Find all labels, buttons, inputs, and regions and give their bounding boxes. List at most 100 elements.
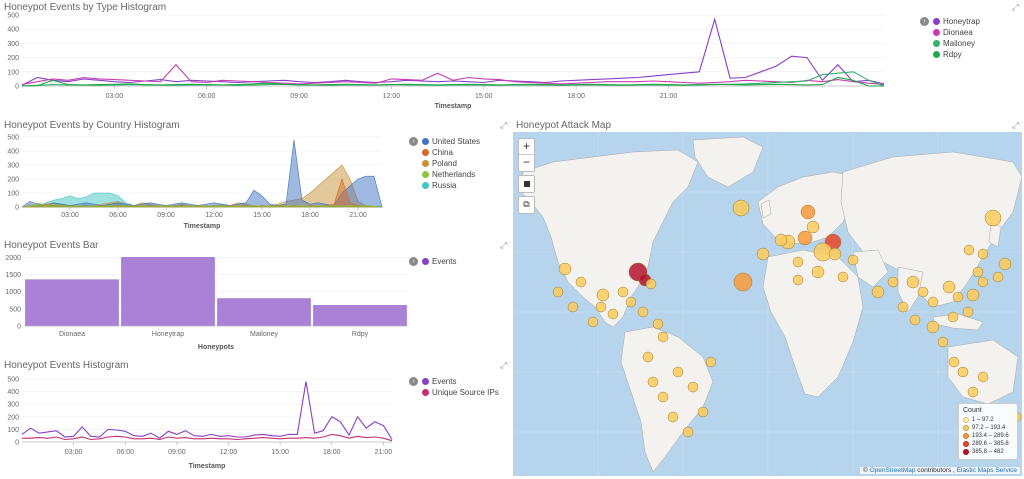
attack-marker[interactable]: [909, 314, 921, 326]
expand-icon[interactable]: ⤢: [500, 120, 508, 130]
attack-marker[interactable]: [625, 296, 637, 308]
attack-map[interactable]: + − ⧉ Count 1 – 97.2 97.2 – 193.4 193.4 – …: [513, 132, 1022, 476]
y-tick-label: 400: [7, 149, 19, 156]
attack-marker[interactable]: [828, 247, 842, 261]
square-icon[interactable]: [519, 176, 534, 192]
attack-marker[interactable]: [552, 286, 564, 298]
attack-marker[interactable]: [952, 291, 964, 303]
attack-marker[interactable]: [963, 244, 975, 256]
attack-marker[interactable]: [947, 311, 959, 323]
legend-toggle-icon[interactable]: ›: [920, 17, 929, 26]
attack-marker[interactable]: [937, 336, 949, 348]
zoom-in-button[interactable]: +: [519, 139, 534, 155]
attack-marker[interactable]: [667, 411, 679, 423]
attack-marker[interactable]: [687, 381, 699, 393]
attack-marker[interactable]: [948, 356, 960, 368]
attack-marker[interactable]: [647, 376, 659, 388]
attack-marker[interactable]: [926, 320, 940, 334]
attack-marker[interactable]: [897, 301, 909, 313]
attack-marker[interactable]: [927, 296, 939, 308]
attack-marker[interactable]: [733, 272, 753, 292]
legend-item[interactable]: Events: [422, 376, 499, 387]
legend-item[interactable]: Mailoney: [933, 38, 980, 49]
attack-marker[interactable]: [617, 286, 629, 298]
osm-link[interactable]: OpenStreetMap: [869, 467, 916, 474]
attack-marker[interactable]: [607, 308, 619, 320]
legend-item[interactable]: United States: [422, 136, 480, 147]
legend-toggle-icon[interactable]: ›: [409, 137, 418, 146]
crop-icon[interactable]: ⧉: [523, 199, 530, 209]
legend-item[interactable]: China: [422, 147, 480, 158]
legend-item[interactable]: Unique Source IPs: [422, 387, 499, 398]
legend-item[interactable]: Russia: [422, 180, 480, 191]
attack-marker[interactable]: [998, 257, 1012, 271]
legend-swatch: [933, 40, 940, 47]
expand-icon[interactable]: ⤢: [500, 360, 508, 370]
attack-marker[interactable]: [977, 276, 989, 288]
zoom-control[interactable]: + −: [518, 138, 535, 172]
attack-marker[interactable]: [962, 306, 974, 318]
legend-item[interactable]: Rdpy: [933, 49, 980, 60]
attack-marker[interactable]: [871, 285, 885, 299]
attack-marker[interactable]: [642, 351, 654, 363]
attack-marker[interactable]: [774, 233, 788, 247]
attack-marker[interactable]: [637, 306, 649, 318]
attack-marker[interactable]: [800, 204, 816, 220]
map-legend-swatch: [963, 417, 969, 423]
attack-marker[interactable]: [672, 366, 684, 378]
expand-icon[interactable]: ⤢: [500, 240, 508, 250]
legend-item[interactable]: Events: [422, 256, 456, 267]
attack-marker[interactable]: [705, 356, 717, 368]
attack-marker[interactable]: [682, 426, 694, 438]
attack-marker[interactable]: [756, 247, 770, 261]
attack-marker[interactable]: [652, 318, 664, 330]
attack-marker[interactable]: [957, 366, 969, 378]
attack-marker[interactable]: [657, 391, 669, 403]
attack-marker[interactable]: [837, 271, 849, 283]
attack-marker[interactable]: [811, 265, 825, 279]
attack-marker[interactable]: [942, 280, 956, 294]
attack-marker[interactable]: [587, 316, 599, 328]
legend-toggle-icon[interactable]: ›: [409, 377, 418, 386]
attack-marker[interactable]: [977, 248, 989, 260]
draw-rectangle-button[interactable]: [518, 175, 535, 193]
attack-marker[interactable]: [906, 275, 920, 289]
legend-item[interactable]: Poland: [422, 158, 480, 169]
attack-marker[interactable]: [847, 254, 859, 266]
expand-icon[interactable]: ⤢: [1012, 2, 1020, 12]
expand-icon[interactable]: ⤢: [1012, 120, 1020, 130]
ems-link[interactable]: Elastic Maps Service: [956, 467, 1017, 474]
zoom-out-button[interactable]: −: [522, 155, 530, 169]
legend-label: Events: [432, 257, 457, 266]
x-tick-label: 18:00: [301, 212, 319, 219]
attack-marker[interactable]: [792, 274, 804, 286]
attack-marker[interactable]: [645, 278, 657, 290]
legend-item[interactable]: Netherlands: [422, 169, 480, 180]
attack-marker[interactable]: [575, 276, 587, 288]
attack-map-markers[interactable]: [552, 199, 1022, 438]
attack-marker[interactable]: [984, 209, 1002, 227]
attack-marker[interactable]: [797, 230, 813, 246]
fit-bounds-button[interactable]: ⧉: [518, 196, 535, 214]
attack-marker[interactable]: [567, 301, 579, 313]
attack-marker[interactable]: [887, 276, 899, 288]
x-tick-label: 18:00: [567, 93, 585, 100]
legend-toggle-icon[interactable]: ›: [409, 257, 418, 266]
attack-marker[interactable]: [732, 199, 750, 217]
attack-marker[interactable]: [917, 286, 929, 298]
attack-marker[interactable]: [972, 266, 984, 278]
attack-marker[interactable]: [596, 288, 610, 302]
attack-marker[interactable]: [967, 386, 979, 398]
world-map[interactable]: [513, 132, 1022, 476]
attack-marker[interactable]: [595, 301, 607, 313]
legend-item[interactable]: Honeytrap: [933, 16, 980, 27]
attack-marker[interactable]: [806, 220, 820, 234]
attack-marker[interactable]: [792, 256, 804, 268]
attack-marker[interactable]: [977, 371, 989, 383]
legend-item[interactable]: Dionaea: [933, 27, 980, 38]
attack-marker[interactable]: [657, 331, 669, 343]
attack-marker[interactable]: [992, 271, 1004, 283]
attack-marker[interactable]: [697, 406, 709, 418]
attack-marker[interactable]: [558, 262, 572, 276]
attack-marker[interactable]: [966, 288, 980, 302]
